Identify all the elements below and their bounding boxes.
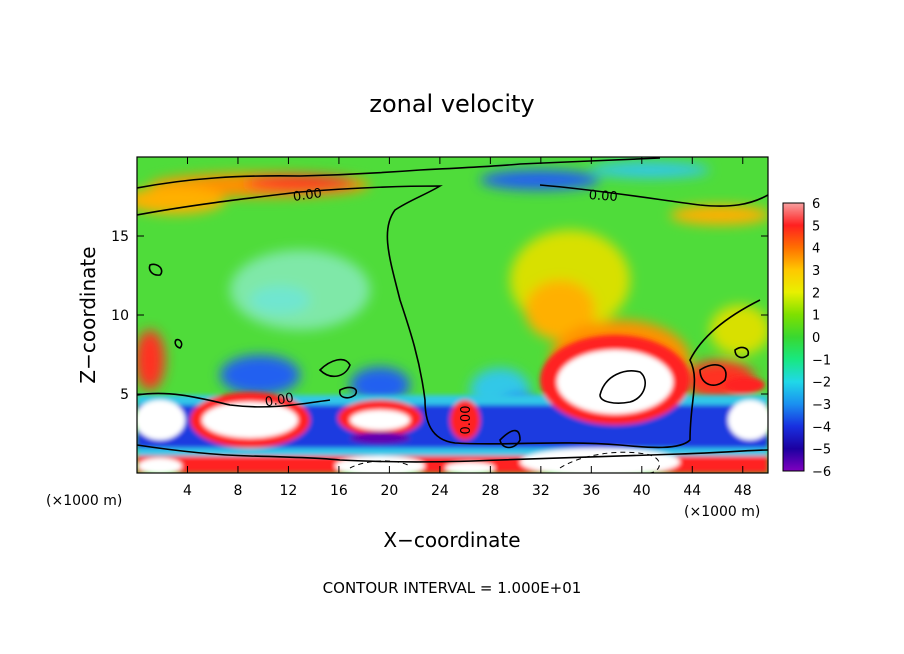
contour-label: 0.00 [292,186,323,205]
x-unit-label-left: (×1000 m) [46,493,122,509]
x-tick-label: 16 [330,483,348,499]
x-tick-label: 24 [431,483,449,499]
colorbar-tick-label: 5 [812,219,820,234]
x-tick-label: 32 [532,483,550,499]
contour-label: 0.00 [264,391,295,411]
x-tick-label: 4 [183,483,192,499]
colorbar-tick-label: 1 [812,309,820,324]
colorbar-tick-label: −1 [812,353,831,368]
colorbar-tick-label: −4 [812,420,831,435]
colorbar-tick-label: 0 [812,331,820,346]
x-tick-label: 12 [280,483,298,499]
heatmap-field [137,157,768,473]
x-tick-label: 28 [481,483,499,499]
x-tick-label: 36 [582,483,600,499]
x-tick-label: 8 [233,483,242,499]
x-axis-label: X−coordinate [383,528,520,552]
x-tick-label: 40 [633,483,651,499]
y-tick-label: 5 [120,387,129,403]
colorbar-tick-label: −5 [812,443,831,458]
colorbar-tick-label: 4 [812,242,820,257]
colorbar-tick-label: 2 [812,286,820,301]
colorbar-tick-label: 3 [812,264,820,279]
contour-label: 0.00 [588,188,618,205]
y-axis-label: Z−coordinate [76,246,100,383]
colorbar [782,202,805,472]
y-tick-label: 10 [111,308,129,324]
x-tick-label: 20 [380,483,398,499]
contour-interval-note: CONTOUR INTERVAL = 1.000E+01 [323,579,582,597]
chart-title: zonal velocity [369,90,534,118]
colorbar-tick-label: −3 [812,398,831,413]
x-tick-label: 44 [683,483,701,499]
colorbar-tick-label: −6 [812,465,831,480]
colorbar-tick-label: −2 [812,376,831,391]
x-tick-label: 48 [734,483,752,499]
colorbar-tick-label: 6 [812,197,820,212]
x-unit-label-right: (×1000 m) [684,504,760,520]
contour-label: 0.00 [459,406,474,435]
y-tick-label: 15 [111,229,129,245]
